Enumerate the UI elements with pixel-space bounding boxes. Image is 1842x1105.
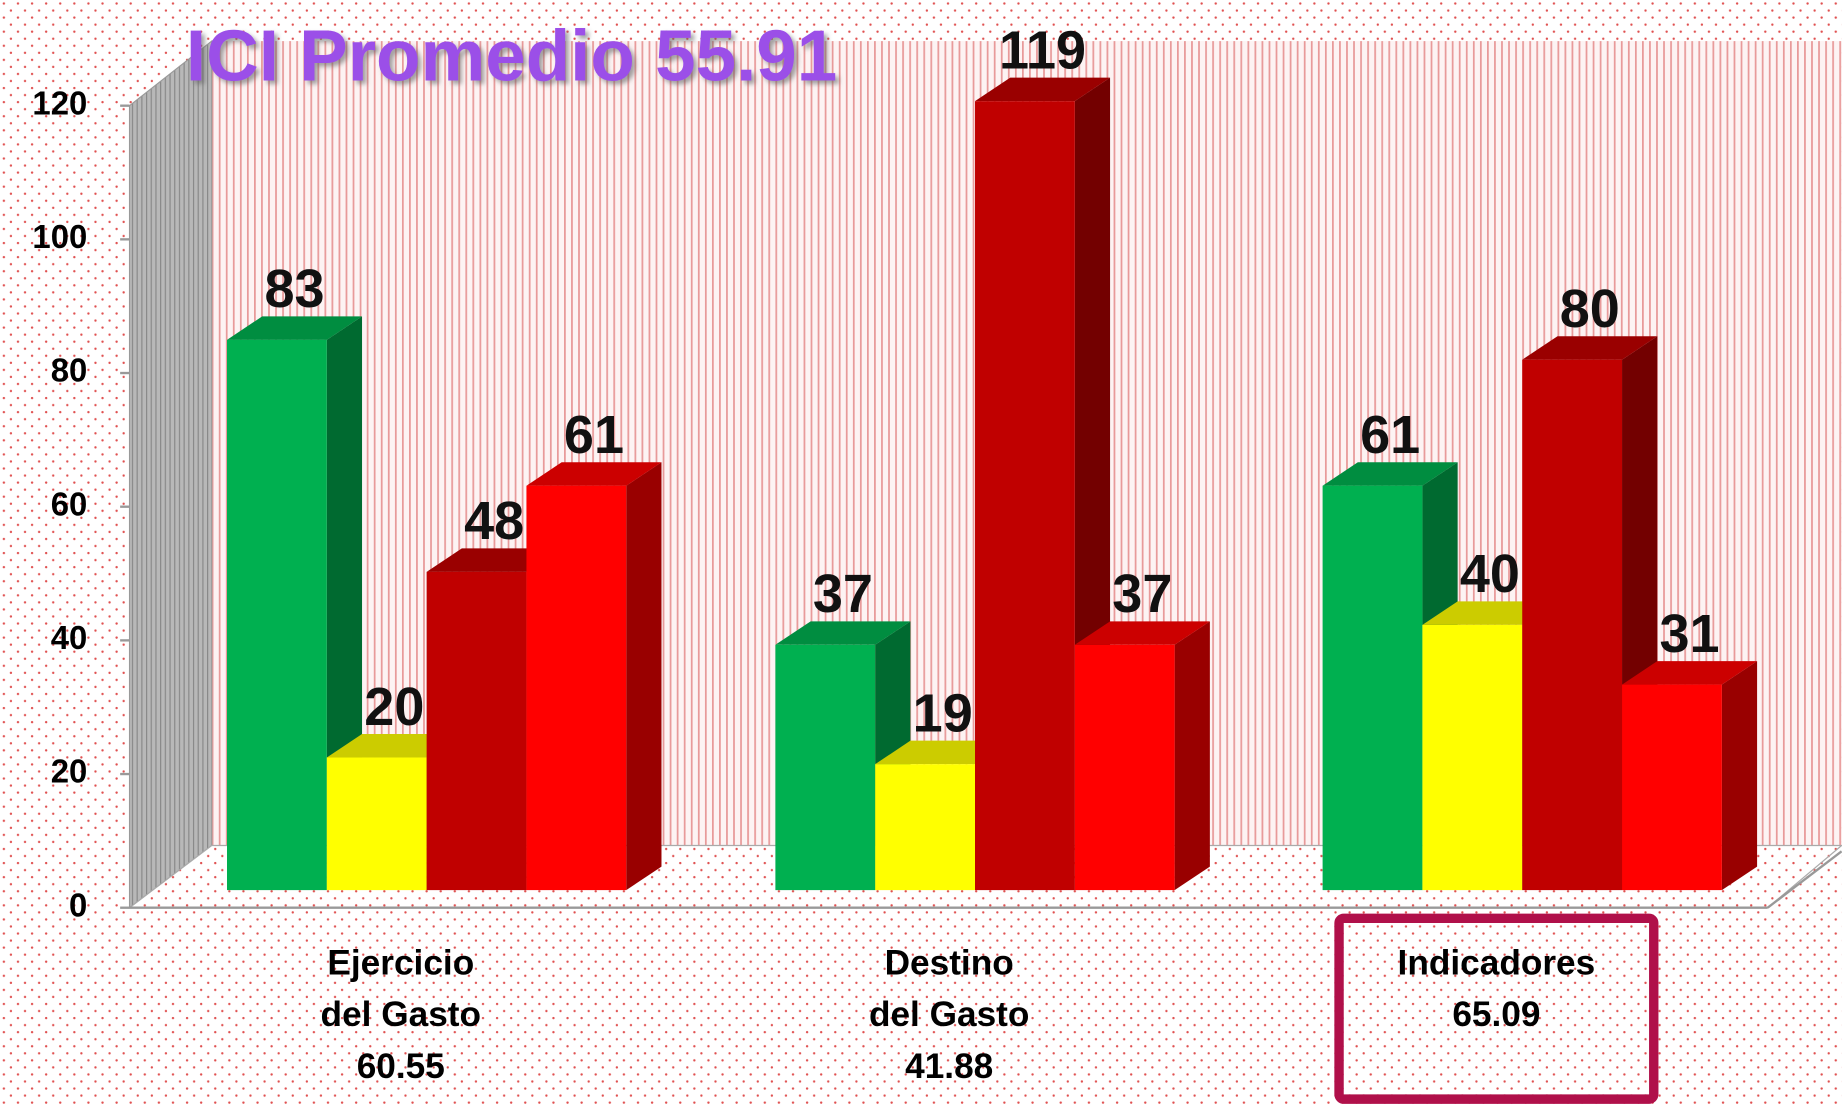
x-tick-label: Indicadores: [1398, 944, 1596, 983]
data-label: 40: [1460, 544, 1520, 604]
bar: [526, 485, 627, 891]
bar-side: [1721, 661, 1758, 891]
bar: [1322, 485, 1423, 891]
data-label: 119: [999, 20, 1086, 80]
bar: [875, 764, 976, 891]
data-label: 61: [1360, 405, 1420, 465]
bar-top: [775, 621, 911, 645]
chart-title: ICI Promedio 55.91: [186, 15, 837, 96]
data-label: 48: [464, 491, 524, 551]
bar: [775, 644, 876, 891]
bar-side: [626, 462, 662, 891]
y-tick-label: 80: [51, 352, 88, 389]
data-label: 37: [813, 564, 873, 624]
data-label: 31: [1660, 604, 1720, 664]
bar: [426, 571, 527, 891]
data-label: 20: [364, 677, 424, 737]
bar: [226, 339, 327, 891]
bar: [1522, 359, 1623, 891]
side-wall: [128, 39, 213, 909]
data-label: 19: [913, 683, 973, 743]
bar-top: [1074, 621, 1210, 645]
bar-top: [226, 316, 363, 340]
x-tick-label: del Gasto: [869, 995, 1029, 1034]
y-tick-label: 40: [51, 619, 88, 656]
data-label: 80: [1560, 279, 1620, 339]
data-label: 83: [264, 259, 324, 319]
bar-side: [1174, 621, 1210, 891]
x-tick-label: 41.88: [905, 1047, 993, 1086]
bar-top: [526, 462, 662, 486]
bar-top: [1522, 336, 1658, 360]
x-tick-label: Destino: [885, 944, 1014, 983]
x-tick-label: 65.09: [1452, 995, 1540, 1034]
bar: [326, 757, 427, 891]
bar: [1422, 624, 1523, 891]
x-tick-label: del Gasto: [321, 995, 481, 1034]
y-tick-label: 60: [51, 485, 88, 522]
bar-top: [1322, 462, 1458, 486]
bar-top: [975, 77, 1111, 102]
y-tick-label: 20: [51, 753, 88, 790]
bar: [1074, 644, 1175, 891]
data-label: 61: [564, 405, 624, 465]
y-tick-label: 120: [32, 84, 87, 121]
highlight-box: [1334, 913, 1659, 1104]
bar-top: [1622, 661, 1758, 685]
data-label: 37: [1112, 564, 1172, 624]
x-tick-label: Ejercicio: [327, 944, 474, 983]
y-tick-label: 0: [69, 886, 87, 923]
bar: [975, 101, 1075, 891]
x-tick-label: 60.55: [357, 1047, 445, 1086]
y-tick-label: 100: [32, 218, 87, 255]
floor-edge: [1766, 850, 1842, 909]
bar: [1622, 684, 1722, 891]
